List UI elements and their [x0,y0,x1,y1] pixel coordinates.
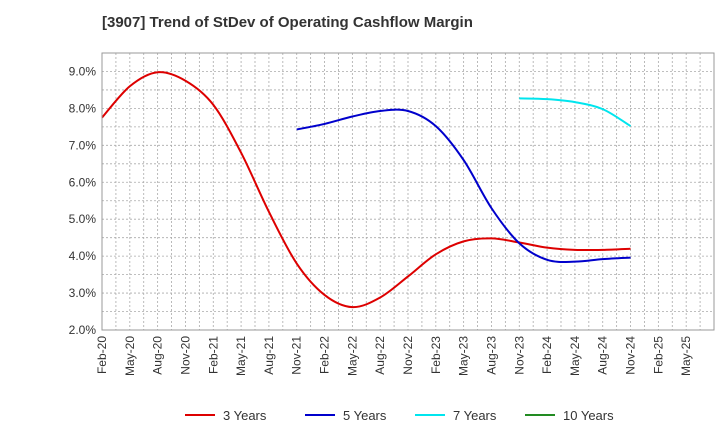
x-tick-label: May-24 [568,336,582,376]
grid [102,53,714,330]
x-axis-ticks: Feb-20 May-20 Aug-20 Nov-20 Feb-21 May-21 Aug-… [95,336,693,376]
x-tick-label: Aug-22 [373,336,387,375]
legend-label-3-years: 3 Years [223,408,267,423]
x-tick-label: Feb-23 [429,336,443,374]
legend-label-7-years: 7 Years [453,408,497,423]
series-line-5-years [296,108,631,263]
x-tick-label: Nov-23 [512,336,526,375]
x-tick-label: Aug-21 [262,336,276,375]
x-tick-label: May-20 [123,336,137,376]
x-tick-label: Nov-22 [401,336,415,375]
y-tick-label: 3.0% [69,286,97,300]
x-tick-label: Feb-20 [95,336,109,374]
y-tick-label: 8.0% [69,101,97,115]
y-tick-label: 9.0% [69,64,97,78]
legend-label-10-years: 10 Years [563,408,614,423]
y-tick-label: 4.0% [69,249,97,263]
y-tick-label: 6.0% [69,175,97,189]
x-tick-label: May-23 [457,336,471,376]
plot-frame [101,52,715,331]
y-tick-label: 2.0% [69,323,97,337]
x-tick-label: Nov-24 [624,336,638,375]
x-tick-label: Nov-21 [290,336,304,375]
legend: 3 Years 5 Years 7 Years 10 Years [185,408,614,423]
series-lines [101,71,632,309]
x-tick-label: Aug-20 [151,336,165,375]
x-tick-label: Feb-21 [206,336,220,374]
x-tick-label: May-25 [679,336,693,376]
y-tick-label: 7.0% [69,138,97,152]
x-tick-label: Feb-25 [651,336,665,374]
series-line-7-years [519,97,632,127]
y-tick-label: 5.0% [69,212,97,226]
x-tick-label: May-22 [345,336,359,376]
series-line-3-years [101,71,631,309]
x-tick-label: Feb-24 [540,336,554,374]
legend-label-5-years: 5 Years [343,408,387,423]
chart-title: [3907] Trend of StDev of Operating Cashf… [102,14,473,31]
x-tick-label: Feb-22 [318,336,332,374]
x-tick-label: May-21 [234,336,248,376]
x-tick-label: Aug-23 [484,336,498,375]
y-axis-ticks: 2.0% 3.0% 4.0% 5.0% 6.0% 7.0% 8.0% 9.0% [69,64,97,337]
x-tick-label: Nov-20 [178,336,192,375]
x-tick-label: Aug-24 [596,336,610,375]
